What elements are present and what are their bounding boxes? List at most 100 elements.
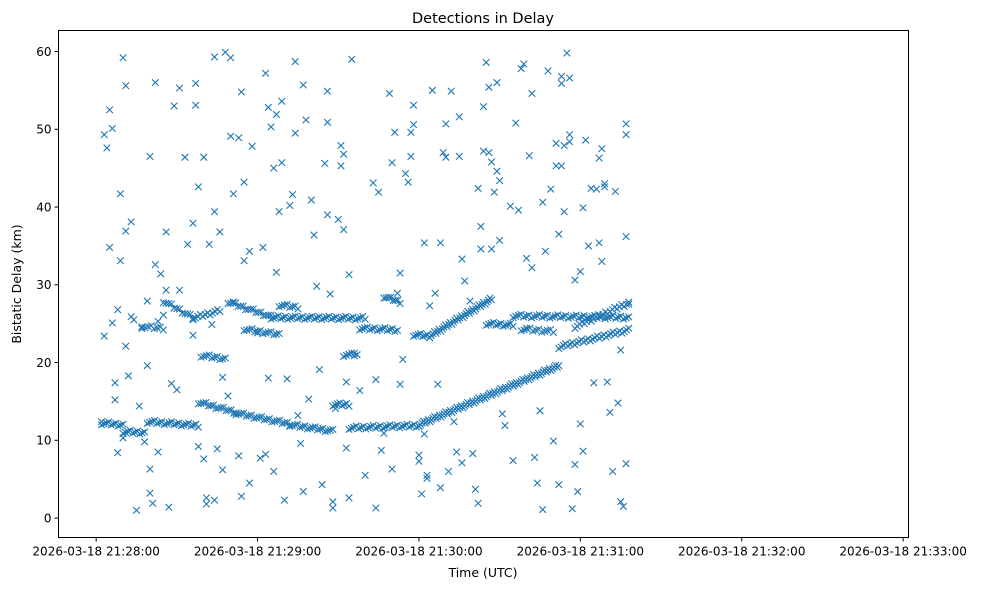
data-point	[504, 320, 512, 329]
data-point	[356, 313, 365, 322]
y-tick-label: 60	[36, 45, 51, 59]
data-point	[439, 148, 447, 157]
data-point	[119, 429, 127, 438]
data-point	[187, 422, 195, 430]
data-point	[237, 492, 246, 500]
data-point	[576, 420, 585, 428]
data-point	[170, 421, 178, 429]
data-point	[396, 299, 404, 308]
data-point	[136, 430, 144, 438]
data-point	[275, 302, 283, 311]
data-point	[598, 145, 606, 153]
data-point	[625, 300, 633, 308]
data-point	[555, 230, 563, 238]
data-point	[345, 425, 353, 434]
data-point	[240, 178, 248, 186]
data-point	[374, 188, 383, 196]
data-point	[298, 422, 307, 431]
data-point	[357, 423, 365, 432]
data-point	[163, 419, 171, 428]
data-point	[148, 499, 157, 507]
data-point	[344, 315, 352, 323]
data-point	[240, 327, 248, 335]
data-point	[299, 81, 307, 89]
data-point	[221, 354, 229, 362]
plot-frame	[58, 30, 909, 538]
data-point	[200, 153, 208, 161]
data-point	[372, 504, 380, 512]
data-point	[400, 421, 409, 430]
data-point	[326, 290, 334, 298]
data-point	[380, 429, 388, 437]
data-point	[116, 256, 125, 265]
data-point	[293, 315, 302, 323]
data-point	[170, 102, 178, 110]
data-point	[127, 218, 135, 226]
data-point	[405, 423, 413, 431]
data-point	[573, 487, 582, 496]
data-point	[590, 379, 598, 387]
data-point	[307, 196, 316, 204]
data-point	[458, 255, 466, 263]
data-point	[434, 380, 442, 388]
data-point	[358, 325, 366, 333]
data-point	[109, 420, 118, 428]
data-point	[172, 420, 181, 428]
data-point	[183, 310, 192, 318]
y-axis-ticks: 0 10 20 30 40 50 60	[36, 45, 59, 525]
data-point	[598, 257, 606, 266]
data-point	[428, 86, 437, 95]
data-point	[576, 267, 585, 276]
data-point	[200, 352, 208, 361]
data-point	[538, 505, 547, 514]
data-point	[272, 110, 281, 119]
data-point	[226, 54, 235, 62]
data-point	[345, 494, 353, 502]
data-point	[245, 479, 254, 487]
data-point	[264, 328, 272, 337]
data-point	[376, 326, 384, 334]
data-point	[288, 421, 297, 430]
data-point	[584, 242, 593, 250]
data-point	[286, 422, 294, 431]
data-point	[146, 465, 154, 473]
data-point	[245, 247, 254, 256]
data-point	[162, 228, 170, 236]
data-point	[528, 263, 536, 272]
data-point	[245, 325, 254, 334]
data-point	[264, 311, 273, 319]
data-point	[264, 103, 272, 112]
data-point	[395, 424, 404, 432]
data-point	[102, 419, 111, 427]
data-point	[291, 421, 299, 429]
data-point	[367, 422, 375, 431]
data-point	[506, 202, 515, 210]
data-point	[105, 106, 114, 114]
data-point	[231, 299, 240, 307]
data-point	[217, 404, 225, 412]
data-point	[108, 124, 116, 133]
data-point	[563, 49, 571, 57]
y-tick-label: 30	[36, 278, 51, 292]
data-point	[213, 445, 221, 453]
data-point	[616, 346, 625, 354]
data-point	[409, 332, 418, 340]
data-point	[396, 380, 404, 388]
data-point	[455, 113, 463, 121]
data-point	[111, 396, 119, 404]
data-point	[471, 485, 480, 493]
data-point	[167, 379, 176, 388]
data-point	[113, 449, 122, 457]
x-tick-label: 2026-03-18 21:30:00	[355, 545, 482, 559]
data-point	[442, 120, 450, 128]
data-point	[487, 319, 495, 328]
data-point	[165, 503, 173, 511]
y-tick-label: 0	[44, 511, 52, 525]
data-point	[477, 245, 485, 253]
data-point	[323, 118, 332, 126]
data-point	[579, 204, 587, 212]
data-point	[140, 438, 149, 446]
data-point	[235, 134, 243, 142]
data-point	[143, 361, 151, 370]
data-point	[622, 120, 630, 128]
